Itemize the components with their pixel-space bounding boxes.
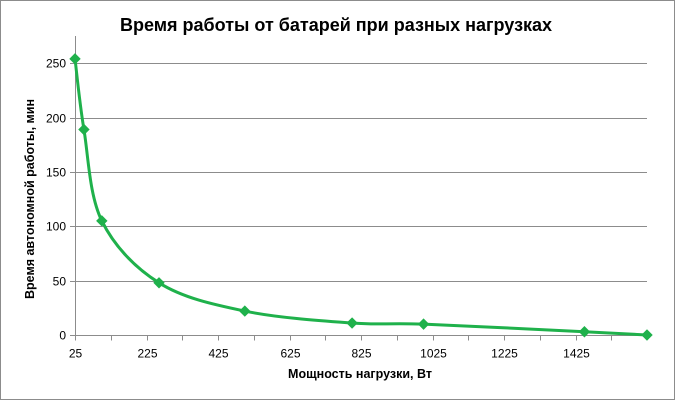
data-point-100 bbox=[96, 215, 108, 227]
y-tick-label-250: 250 bbox=[46, 57, 66, 71]
data-point-1625 bbox=[641, 329, 653, 341]
data-point-25 bbox=[69, 53, 81, 65]
axes bbox=[70, 36, 647, 341]
x-tick-label-1225: 1225 bbox=[491, 347, 518, 361]
y-tick-label-100: 100 bbox=[46, 220, 66, 234]
x-tick-label-425: 425 bbox=[208, 347, 228, 361]
x-tick-label-25: 25 bbox=[69, 347, 83, 361]
y-axis-title: Время автономной работы, мин bbox=[23, 99, 37, 299]
data-series bbox=[69, 53, 653, 341]
data-point-1450 bbox=[578, 326, 591, 338]
x-axis-title: Мощность нагрузки, Вт bbox=[288, 367, 432, 381]
y-tick-label-0: 0 bbox=[59, 329, 66, 343]
data-point-1000 bbox=[417, 318, 430, 330]
data-point-500 bbox=[239, 305, 251, 317]
x-tick-label-1025: 1025 bbox=[420, 347, 447, 361]
data-point-260 bbox=[153, 277, 165, 289]
y-tick-label-150: 150 bbox=[46, 166, 66, 180]
data-point-800 bbox=[346, 317, 358, 329]
y-tick-label-50: 50 bbox=[53, 275, 67, 289]
series-line-0 bbox=[73, 58, 648, 337]
x-tick-label-225: 225 bbox=[137, 347, 157, 361]
x-tick-label-625: 625 bbox=[280, 347, 300, 361]
y-tick-label-200: 200 bbox=[46, 112, 66, 126]
tick-labels: 0 50 100 150 200 250 25 225 425 625 825 1025 1225 142… bbox=[46, 57, 590, 361]
x-tick-label-1425: 1425 bbox=[563, 347, 590, 361]
data-point-50 bbox=[78, 123, 90, 136]
grid-lines bbox=[75, 63, 647, 282]
x-tick-label-825: 825 bbox=[351, 347, 371, 361]
chart-title: Время работы от батарей при разных нагру… bbox=[120, 15, 552, 35]
